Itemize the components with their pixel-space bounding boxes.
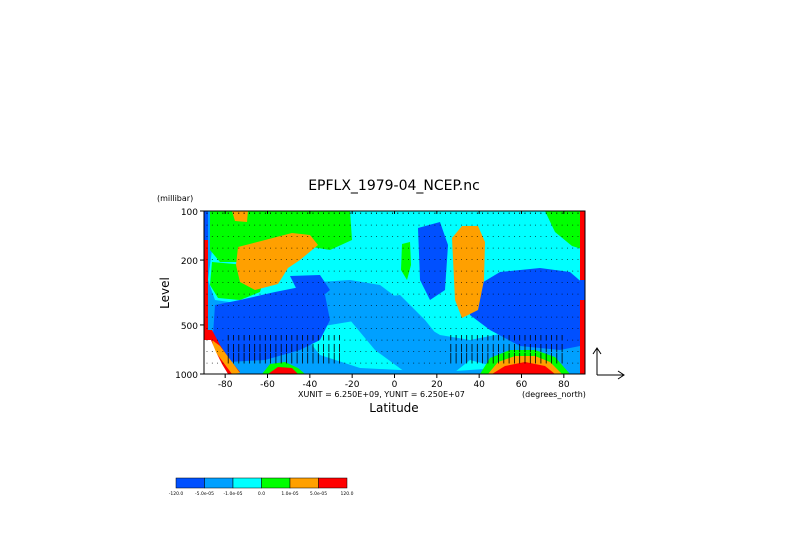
blue-region-center — [350, 295, 470, 372]
x-tick-label: -80 — [218, 380, 233, 390]
blue-region-center-top — [418, 222, 448, 300]
orange-region-pole-left — [212, 340, 240, 374]
colorbar-swatch — [261, 477, 291, 489]
green-region-center — [401, 242, 411, 280]
red-region-bottom-left — [268, 367, 298, 374]
colorbar-label: 5.0e-05 — [310, 491, 327, 497]
colorbar-label: 0.0 — [258, 491, 265, 497]
y-tick-label: 100 — [181, 208, 198, 218]
orange-region-center — [452, 226, 485, 318]
x-tick-label: 80 — [558, 380, 570, 390]
blue-region-left — [212, 286, 330, 362]
red-strip-left-edge — [204, 240, 208, 330]
colorbar-label: 120.0 — [341, 491, 354, 497]
x-tick-label: 0 — [392, 380, 398, 390]
red-region-bottom-right — [492, 362, 555, 374]
colorbar-swatch — [175, 477, 205, 489]
blue-region-right — [470, 268, 585, 350]
blue-region-midleft — [290, 275, 330, 300]
colorbar-swatch — [232, 477, 262, 489]
colorbar-swatch — [204, 477, 234, 489]
x-axis: -80 -60 -40 -20 0 20 40 60 80 — [218, 211, 570, 390]
y-tick-label: 1000 — [175, 371, 198, 381]
x-tick-label: 60 — [516, 380, 528, 390]
blue-strip-left-edge — [204, 211, 208, 241]
orange-region-left — [236, 233, 318, 290]
colorbar-swatch — [289, 477, 319, 489]
x-axis-label: Latitude — [369, 401, 418, 415]
x-tick-label: -20 — [345, 380, 360, 390]
x-tick-label: -60 — [260, 380, 275, 390]
green-region-right-top — [545, 211, 585, 250]
x-tick-label: -40 — [302, 380, 317, 390]
y-axis: 100 200 500 1000 — [175, 208, 204, 381]
plot-area — [204, 211, 585, 374]
colorbar-swatch — [318, 477, 348, 489]
reference-arrows — [592, 347, 625, 380]
colorbar-label: -120.0 — [169, 491, 184, 497]
y-tick-label: 200 — [181, 257, 198, 267]
colorbar-label: 1.0e-05 — [281, 491, 298, 497]
y-units-label: (millibar) — [157, 194, 193, 203]
colorbar-label: -1.0e-05 — [224, 491, 243, 497]
ep-flux-vectors — [206, 212, 579, 364]
unit-note: XUNIT = 6.250E+09, YUNIT = 6.250E+07 — [298, 390, 465, 399]
colorbar-label: -5.0e-05 — [195, 491, 214, 497]
chart-title: EPFLX_1979-04_NCEP.nc — [308, 178, 480, 194]
x-tick-label: 20 — [431, 380, 443, 390]
y-tick-label: 500 — [181, 322, 198, 332]
x-tick-label: 40 — [473, 380, 485, 390]
white-region-pole-left — [204, 340, 228, 374]
x-units-label: (degrees_north) — [522, 390, 586, 399]
blue-strip-right-edge — [580, 280, 585, 300]
colorbar: -120.0 -5.0e-05 -1.0e-05 0.0 1.0e-05 5.0e-05 1… — [169, 477, 354, 497]
y-axis-label: Level — [158, 277, 172, 309]
